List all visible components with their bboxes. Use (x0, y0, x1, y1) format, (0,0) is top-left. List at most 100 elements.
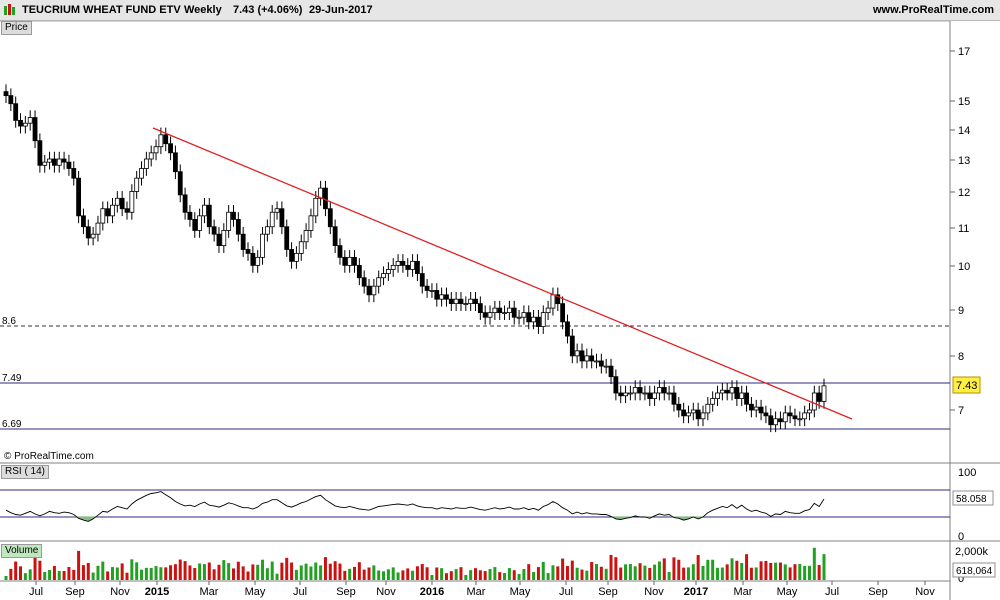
header-icon (3, 4, 17, 16)
candle-body (565, 321, 570, 337)
candle-body (37, 140, 43, 166)
candle-body (657, 387, 662, 394)
candle-body (100, 208, 106, 224)
volume-last-tag: 618,064 (956, 566, 993, 577)
price-tick: 13 (958, 155, 970, 167)
candle-body (158, 134, 164, 148)
volume-bar (294, 569, 298, 580)
rsi-last-tag-bg (952, 490, 994, 506)
volume-bar (227, 563, 231, 580)
volume-bar (304, 563, 308, 580)
candle-body (632, 387, 638, 394)
candle-body (390, 264, 396, 270)
candle-body (705, 403, 711, 414)
candle-body (308, 215, 314, 231)
candle-body (226, 211, 232, 231)
x-axis-label: 2017 (684, 586, 708, 598)
volume-bar (478, 570, 482, 580)
x-axis-label: Nov (376, 586, 396, 598)
volume-bar (328, 563, 332, 580)
candle-body (613, 376, 619, 394)
candle-body (821, 385, 827, 402)
rsi-last-tag: 58.058 (956, 494, 987, 505)
volume-bar (382, 571, 386, 580)
volume-bar (212, 569, 216, 580)
volume-bar (149, 568, 153, 580)
volume-bar (430, 575, 434, 580)
candle-body (468, 298, 474, 305)
volume-bar (740, 563, 744, 580)
volume-tick-top: 2,000k (955, 546, 989, 558)
volume-bar (19, 566, 23, 580)
volume-bar (33, 556, 37, 580)
x-axis-label: Mar (200, 586, 219, 598)
volume-bar (251, 564, 255, 580)
candle-body (439, 294, 445, 300)
candle-body (42, 161, 48, 166)
volume-bar (77, 550, 81, 580)
volume-bar (454, 569, 458, 580)
candle-body (255, 256, 261, 266)
candle-body (574, 350, 580, 357)
candle-body (681, 409, 687, 417)
volume-bar (759, 561, 763, 580)
volume-bar (314, 562, 318, 580)
volume-bar (706, 559, 710, 580)
volume-bar (391, 567, 395, 580)
candle-body (647, 392, 653, 399)
volume-bar (493, 567, 497, 580)
volume-bar (624, 564, 628, 580)
price-tick: 14 (958, 125, 970, 137)
volume-bar (38, 560, 42, 580)
candle-body (134, 177, 140, 192)
date-label: 29-Jun-2017 (309, 4, 373, 16)
volume-bar (333, 561, 337, 580)
candle-body (395, 260, 401, 266)
candle-body (526, 312, 532, 323)
candle-body (511, 307, 517, 318)
volume-bar (585, 570, 589, 580)
volume-bar (735, 560, 739, 580)
candle-body (298, 241, 304, 254)
candle-body (419, 273, 425, 287)
volume-bar (183, 561, 187, 580)
volume-bar (653, 564, 657, 580)
candle-body (782, 412, 788, 423)
candle-body (661, 387, 667, 394)
volume-bar (207, 562, 211, 580)
volume-bar (319, 565, 323, 580)
volume-bar (556, 566, 560, 580)
candle-body (85, 226, 91, 239)
volume-bar (188, 565, 192, 580)
volume-bar (135, 562, 139, 580)
volume-bar (173, 564, 177, 580)
volume-bar (667, 572, 671, 580)
x-axis-label: Mar (734, 586, 753, 598)
volume-bar (202, 564, 206, 580)
x-axis-label: Nov (644, 586, 664, 598)
volume-bar (522, 569, 526, 580)
volume-bar (580, 569, 584, 580)
candle-body (221, 230, 227, 247)
volume-bar (764, 561, 768, 580)
candle-body (303, 230, 309, 243)
candle-body (415, 260, 420, 274)
candle-body (173, 152, 178, 173)
volume-bar (222, 560, 226, 580)
candle-body (700, 412, 706, 420)
x-axis-label: Mar (467, 586, 486, 598)
volume-bar (691, 564, 695, 580)
volume-bar (28, 569, 32, 580)
volume-bar (444, 573, 448, 580)
volume-bar (57, 570, 61, 580)
candle-body (758, 406, 764, 414)
price-candles (3, 84, 827, 433)
candle-body (778, 418, 783, 423)
candle-body (773, 418, 778, 426)
volume-bar (720, 567, 724, 580)
volume-bar (169, 565, 173, 580)
price-y-ticks: 17 15 14 13 12 11 10 9 8 7 (950, 46, 970, 417)
candle-body (32, 117, 38, 142)
volume-bar (110, 567, 114, 580)
x-axis-label: May (245, 586, 266, 598)
